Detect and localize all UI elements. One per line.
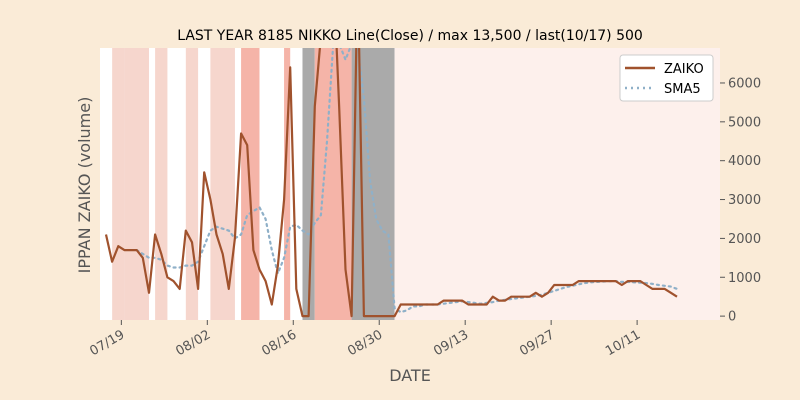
y-axis-label: IPPAN ZAIKO (volume) [75, 97, 94, 274]
shaded-region-0 [112, 48, 125, 320]
shaded-region-2 [155, 48, 168, 320]
legend-label-sma5: SMA5 [664, 82, 701, 97]
series-line-sma5 [135, 48, 679, 314]
shaded-region-3 [185, 48, 199, 320]
y-tick-label: 4000 [728, 154, 761, 169]
shaded-region-1 [124, 48, 149, 320]
shaded-region-7 [302, 48, 315, 320]
y-tick-label: 1000 [728, 271, 761, 286]
legend-label-zaiko: ZAIKO [664, 62, 704, 77]
y-tick-label: 3000 [728, 193, 761, 208]
y-axis: 0 1000 2000 3000 4000 5000 6000 [720, 76, 761, 325]
shaded-region-4 [210, 48, 235, 320]
shaded-region-6 [284, 48, 291, 320]
legend-box [619, 54, 714, 102]
y-tick-label: 2000 [728, 232, 761, 247]
series-layer [104, 48, 679, 318]
shaded-region-9 [351, 48, 395, 320]
x-axis-label: DATE [389, 366, 431, 385]
y-tick-label: 0 [728, 310, 736, 325]
legend: ZAIKO SMA5 [619, 54, 714, 102]
series-line-zaiko [104, 48, 678, 318]
y-tick-label: 5000 [728, 115, 761, 130]
chart-title: LAST YEAR 8185 NIKKO Line(Close) / max 1… [177, 28, 643, 44]
y-tick-label: 6000 [728, 76, 761, 91]
